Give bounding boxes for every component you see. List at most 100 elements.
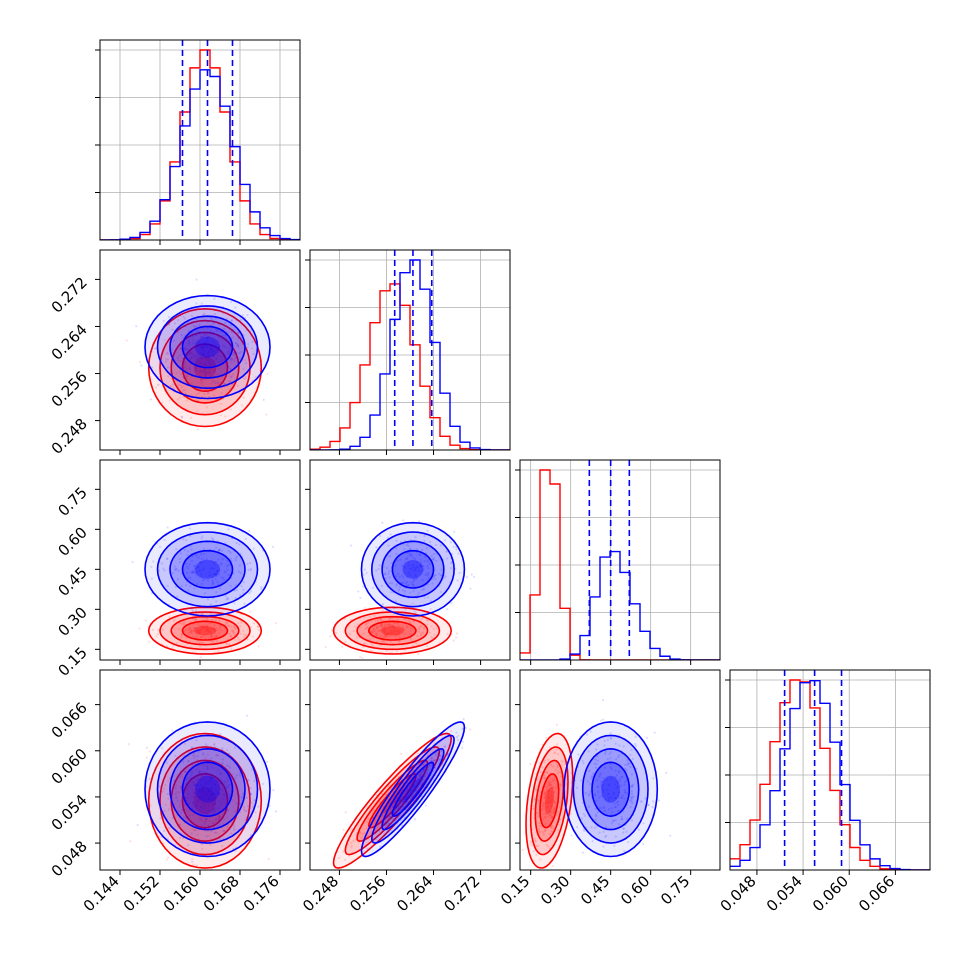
scatter-point: [203, 342, 207, 345]
density-fill: [592, 762, 630, 817]
scatter-point: [543, 759, 547, 762]
scatter-point: [184, 392, 187, 395]
scatter-panel-3-2: [521, 699, 672, 870]
scatter-point: [426, 529, 429, 532]
scatter-point: [233, 626, 236, 629]
scatter-point: [584, 792, 587, 795]
scatter-point: [237, 570, 240, 573]
scatter-point: [233, 602, 236, 605]
scatter-point: [218, 782, 222, 785]
scatter-point: [193, 619, 196, 622]
scatter-point: [250, 801, 254, 805]
scatter-point: [208, 361, 211, 365]
scatter-point: [207, 350, 210, 353]
scatter-point: [206, 768, 209, 771]
scatter-point: [203, 626, 206, 629]
scatter-point: [203, 820, 207, 823]
scatter-point: [352, 839, 355, 842]
scatter-point: [231, 319, 234, 322]
scatter-point: [615, 758, 618, 761]
scatter-point: [216, 784, 219, 787]
scatter-point: [385, 631, 389, 635]
scatter-point: [455, 731, 458, 734]
scatter-point: [160, 562, 164, 565]
scatter-point: [219, 732, 222, 735]
scatter-point: [630, 800, 633, 803]
scatter-point: [215, 571, 218, 574]
scatter-point: [210, 635, 213, 638]
scatter-point: [389, 591, 392, 594]
scatter-point: [197, 769, 201, 773]
scatter-point: [556, 813, 559, 816]
scatter-point: [393, 621, 396, 624]
scatter-point: [370, 631, 373, 634]
scatter-point: [544, 815, 547, 818]
scatter-point: [181, 846, 184, 849]
scatter-point: [616, 809, 620, 813]
scatter-point: [221, 845, 224, 848]
scatter-point: [564, 783, 567, 786]
scatter-point: [521, 848, 524, 852]
scatter-point: [556, 772, 559, 775]
scatter-point: [533, 798, 537, 801]
y-tick-label: 0.264: [48, 321, 91, 364]
scatter-point: [604, 798, 607, 802]
scatter-point: [196, 567, 199, 570]
scatter-point: [228, 632, 231, 636]
scatter-point: [385, 831, 388, 834]
scatter-point: [426, 773, 429, 776]
density-fill: [564, 721, 658, 857]
scatter-point: [155, 635, 158, 638]
scatter-point: [192, 805, 195, 808]
scatter-point: [394, 564, 397, 567]
scatter-point: [413, 567, 416, 570]
scatter-point: [230, 832, 233, 835]
scatter-point: [229, 380, 232, 383]
scatter-point: [534, 837, 537, 840]
scatter-point: [187, 339, 190, 342]
scatter-point: [383, 834, 386, 837]
scatter-point: [195, 571, 198, 574]
scatter-point: [215, 373, 218, 376]
scatter-point: [179, 802, 182, 806]
scatter-point: [409, 554, 412, 557]
scatter-point: [415, 791, 418, 794]
scatter-point: [418, 774, 422, 777]
scatter-point: [274, 810, 277, 813]
scatter-point: [176, 757, 179, 760]
scatter-point: [468, 728, 472, 731]
scatter-point: [372, 586, 375, 589]
contour-line: [170, 331, 240, 404]
scatter-point: [597, 790, 600, 793]
scatter-point: [399, 752, 403, 756]
scatter-point: [393, 811, 396, 814]
scatter-point: [414, 557, 417, 560]
scatter-point: [359, 831, 362, 834]
scatter-point: [532, 807, 536, 810]
scatter-point: [344, 640, 347, 644]
scatter-point: [197, 556, 200, 559]
x-tick-label: 0.160: [160, 872, 203, 915]
scatter-point: [206, 371, 209, 374]
scatter-point: [188, 342, 192, 345]
scatter-point: [224, 783, 228, 786]
scatter-point: [145, 746, 148, 749]
scatter-point: [543, 777, 546, 780]
scatter-point: [603, 806, 606, 809]
scatter-point: [368, 615, 371, 618]
scatter-point: [236, 384, 239, 387]
scatter-point: [623, 849, 626, 853]
scatter-point: [381, 626, 384, 629]
y-tick-label: 0.45: [54, 563, 90, 599]
scatter-point: [402, 565, 406, 568]
scatter-point: [195, 554, 198, 557]
scatter-point: [377, 629, 380, 632]
scatter-point: [420, 782, 423, 785]
scatter-point: [384, 630, 387, 634]
scatter-point: [634, 742, 637, 746]
scatter-point: [206, 320, 209, 323]
scatter-point: [434, 543, 438, 546]
scatter-point: [218, 330, 221, 333]
scatter-point: [428, 764, 431, 767]
contour-line: [169, 540, 246, 599]
